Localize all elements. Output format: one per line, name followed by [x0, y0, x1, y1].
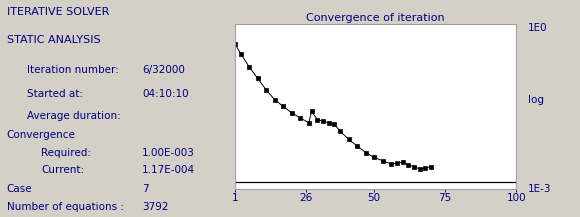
- Text: log: log: [528, 95, 544, 105]
- Text: Convergence: Convergence: [7, 130, 76, 140]
- Text: 6/32000: 6/32000: [142, 65, 185, 75]
- Text: Current:: Current:: [41, 165, 84, 175]
- Text: 1.00E-003: 1.00E-003: [142, 148, 195, 158]
- Text: STATIC ANALYSIS: STATIC ANALYSIS: [7, 35, 100, 45]
- Text: 7: 7: [142, 184, 148, 194]
- Text: Iteration number:: Iteration number:: [27, 65, 119, 75]
- Text: Required:: Required:: [41, 148, 91, 158]
- Title: Convergence of iteration: Convergence of iteration: [306, 13, 445, 23]
- Text: 1.17E-004: 1.17E-004: [142, 165, 195, 175]
- Text: 1E-3: 1E-3: [528, 184, 552, 194]
- Text: ITERATIVE SOLVER: ITERATIVE SOLVER: [7, 7, 109, 16]
- Text: Average duration:: Average duration:: [27, 111, 121, 121]
- Text: 04:10:10: 04:10:10: [142, 89, 188, 99]
- Text: Number of equations :: Number of equations :: [7, 202, 124, 212]
- Text: 3792: 3792: [142, 202, 169, 212]
- Text: 1E0: 1E0: [528, 23, 548, 33]
- Text: Started at:: Started at:: [27, 89, 84, 99]
- Text: Case: Case: [7, 184, 32, 194]
